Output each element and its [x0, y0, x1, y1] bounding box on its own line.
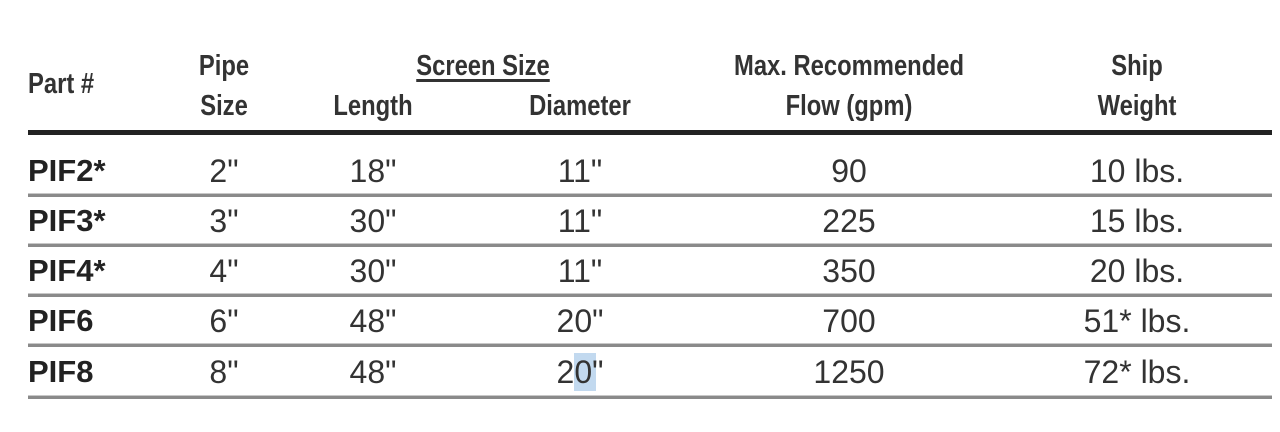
table-row: PIF8 8" 48" 20" 1250 72* lbs.	[0, 347, 1280, 397]
cell-diameter[interactable]: 20"	[556, 354, 604, 390]
cell-pipe: 6"	[209, 303, 239, 339]
cell-diameter: 11"	[557, 253, 603, 289]
row-divider	[28, 194, 1272, 197]
header-weight-line2: Weight	[1097, 90, 1177, 122]
table-row: PIF2* 2" 18" 11" 90 10 lbs.	[0, 146, 1280, 196]
cell-length: 48"	[349, 354, 397, 390]
cell-pipe: 4"	[209, 253, 239, 289]
cell-pipe: 2"	[209, 153, 239, 189]
cell-weight: 15 lbs.	[1089, 203, 1185, 239]
cell-pipe: 3"	[209, 203, 239, 239]
table-bottom-rule	[28, 396, 1272, 399]
header-flow-line2: Flow (gpm)	[785, 90, 913, 122]
table-row: PIF6 6" 48" 20" 700 51* lbs.	[0, 296, 1280, 346]
header-weight-line1: Ship	[1111, 50, 1163, 82]
cell-diameter: 11"	[557, 203, 603, 239]
cell-length: 30"	[349, 203, 397, 239]
cell-part: PIF8	[28, 354, 94, 389]
cell-flow: 1250	[813, 354, 885, 390]
cell-weight: 10 lbs.	[1089, 153, 1185, 189]
cell-weight: 20 lbs.	[1089, 253, 1185, 289]
cell-part: PIF2*	[28, 153, 106, 188]
header-divider	[28, 130, 1272, 135]
header-pipe-line1: Pipe	[198, 50, 250, 82]
cell-pipe: 8"	[209, 354, 239, 390]
text-selection-highlight	[574, 353, 596, 391]
row-divider	[28, 244, 1272, 247]
row-divider	[28, 294, 1272, 297]
cell-flow: 700	[822, 303, 876, 339]
cell-diameter: 11"	[557, 153, 603, 189]
cell-length: 30"	[349, 253, 397, 289]
cell-flow: 350	[822, 253, 876, 289]
header-pipe-line2: Size	[200, 90, 248, 122]
table-row: PIF4* 4" 30" 11" 350 20 lbs.	[0, 246, 1280, 296]
cell-weight: 72* lbs.	[1083, 354, 1191, 390]
cell-part: PIF3*	[28, 203, 106, 238]
cell-length: 48"	[349, 303, 397, 339]
cell-diameter: 20"	[556, 303, 604, 339]
cell-length: 18"	[349, 153, 397, 189]
cell-part: PIF4*	[28, 253, 106, 288]
table-row: PIF3* 3" 30" 11" 225 15 lbs.	[0, 196, 1280, 246]
header-length: Length	[333, 90, 413, 122]
header-part: Part #	[28, 68, 95, 100]
row-divider	[28, 344, 1272, 347]
cell-part: PIF6	[28, 303, 94, 338]
cell-weight: 51* lbs.	[1083, 303, 1191, 339]
cell-flow: 90	[831, 153, 867, 189]
header-diameter: Diameter	[529, 90, 631, 122]
header-screen-size: Screen Size	[416, 50, 550, 82]
header-flow-line1: Max. Recommended	[734, 50, 964, 82]
cell-flow: 225	[822, 203, 876, 239]
